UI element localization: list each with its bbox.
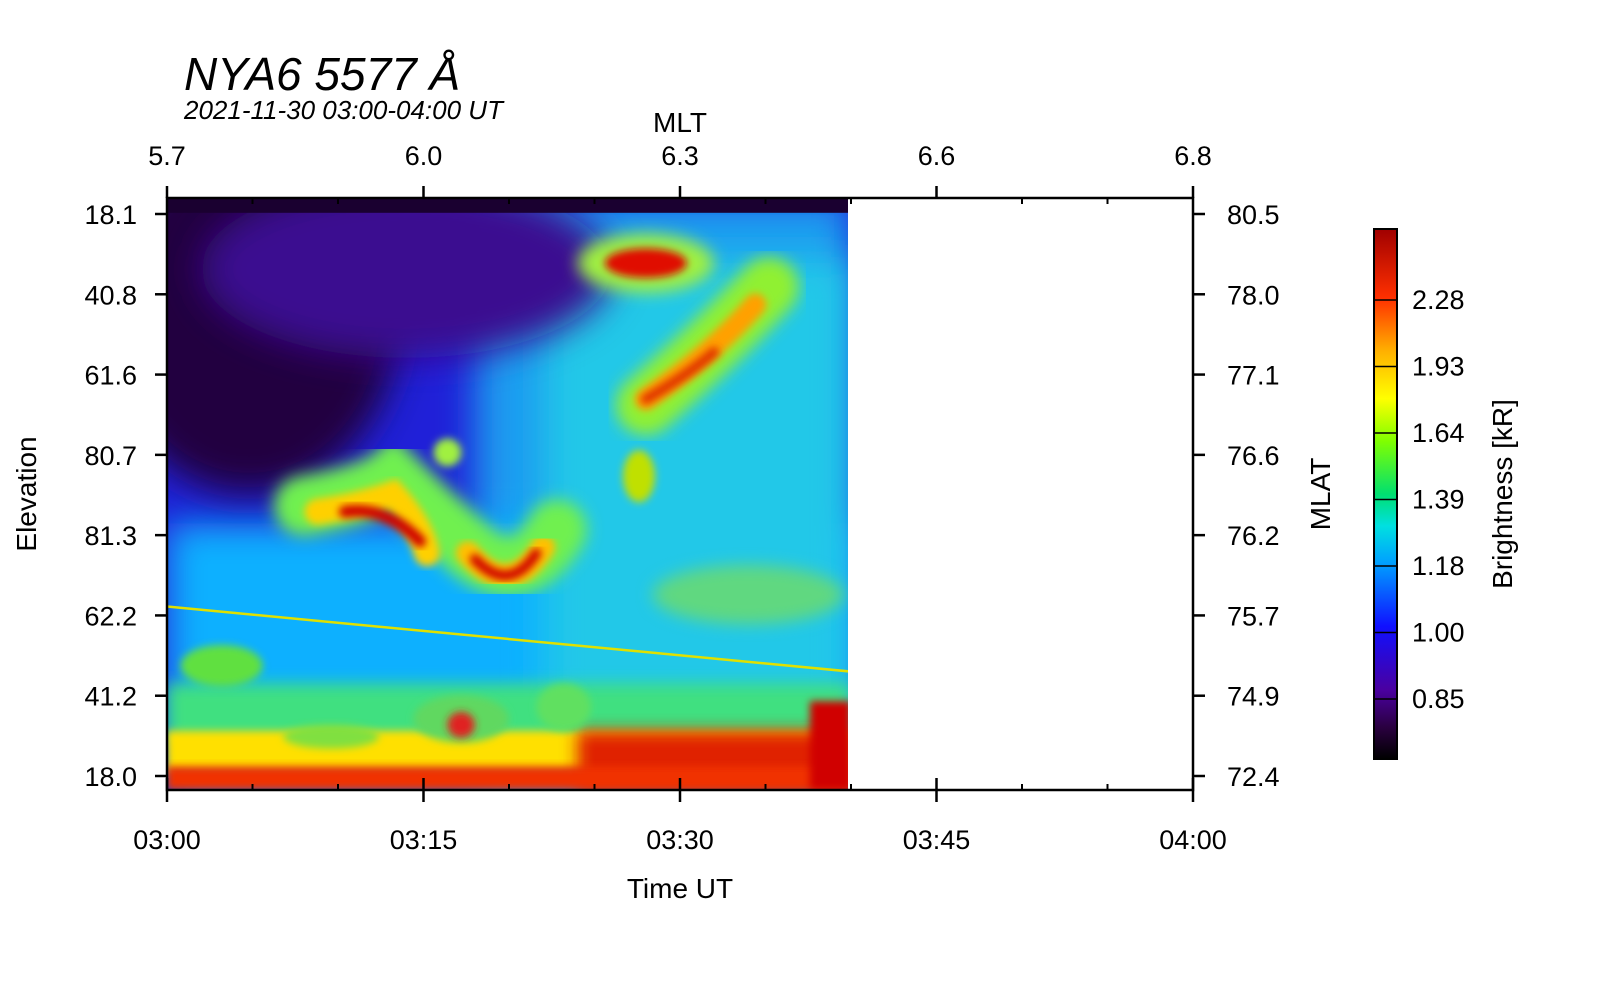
top-tick-label: 6.8 [1174,141,1212,171]
right-tick-label: 76.6 [1227,441,1280,471]
heatmap-arc-core [469,548,542,581]
top-axis-label: MLT [653,107,707,138]
chart-subtitle: 2021-11-30 03:00-04:00 UT [183,95,505,125]
colorbar-tick-label: 0.85 [1412,684,1465,714]
y-tick-label: 81.3 [84,521,137,551]
heatmap-poleward-form [640,346,720,405]
right-tick-label: 74.9 [1227,682,1280,712]
top-tick-label: 6.3 [661,141,699,171]
right-tick-label: 80.5 [1227,200,1280,230]
colorbar-tick-label: 1.39 [1412,485,1465,515]
heatmap-star-trail [167,605,848,673]
heatmap-patch [536,683,592,731]
heatmap-horizon-glow [809,701,848,790]
colorbar-tick-label: 1.93 [1412,352,1465,382]
y-tick-label: 40.8 [84,280,137,310]
axis-ticks: 03:00 03:15 03:30 03:45 04:00 5.7 6.0 6.3 6.6 6.8… [84,141,1279,855]
x-tick-label: 03:15 [390,825,458,855]
top-tick-label: 6.0 [405,141,443,171]
x-tick-label: 03:00 [133,825,201,855]
heatmap-arc-core [338,504,427,548]
heatmap-poleward-patch [604,248,687,278]
y-tick-label: 18.0 [84,762,137,792]
x-tick-label: 03:45 [903,825,971,855]
colorbar-tick-label: 1.64 [1412,418,1465,448]
right-tick-label: 75.7 [1227,601,1280,631]
colorbar [1373,228,1398,760]
colorbar-tick-label: 1.00 [1412,618,1465,648]
top-tick-label: 5.7 [148,141,186,171]
top-tick-label: 6.6 [918,141,956,171]
colorbar-label: Brightness [kR] [1487,399,1518,589]
colorbar-tick-label: 1.18 [1412,551,1465,581]
x-tick-label: 03:30 [646,825,714,855]
heatmap-patch [622,450,655,503]
right-tick-label: 76.2 [1227,521,1280,551]
heatmap-patch [433,438,462,467]
heatmap-patch [652,565,845,625]
right-tick-label: 72.4 [1227,762,1280,792]
heatmap-dark-region [201,198,612,358]
chart-title: NYA6 5577 Å [184,48,460,100]
colorbar-tick-label: 2.28 [1412,285,1465,315]
x-tick-label: 04:00 [1159,825,1227,855]
x-axis-label: Time UT [627,873,733,904]
heatmap-patch [447,711,475,738]
y-tick-label: 80.7 [84,441,137,471]
y-tick-label: 62.2 [84,601,137,631]
right-tick-label: 77.1 [1227,361,1280,391]
keogram-heatmap [167,198,848,790]
y-tick-label: 61.6 [84,361,137,391]
colorbar-ticks: 0.85 1.00 1.18 1.39 1.64 1.93 2.28 [1374,285,1465,714]
heatmap-patch [180,644,263,687]
heatmap-patch [283,724,380,749]
right-axis-label: MLAT [1305,458,1336,531]
y-tick-label: 18.1 [84,200,137,230]
right-tick-label: 78.0 [1227,280,1280,310]
y-tick-label: 41.2 [84,682,137,712]
y-axis-label: Elevation [11,436,42,551]
